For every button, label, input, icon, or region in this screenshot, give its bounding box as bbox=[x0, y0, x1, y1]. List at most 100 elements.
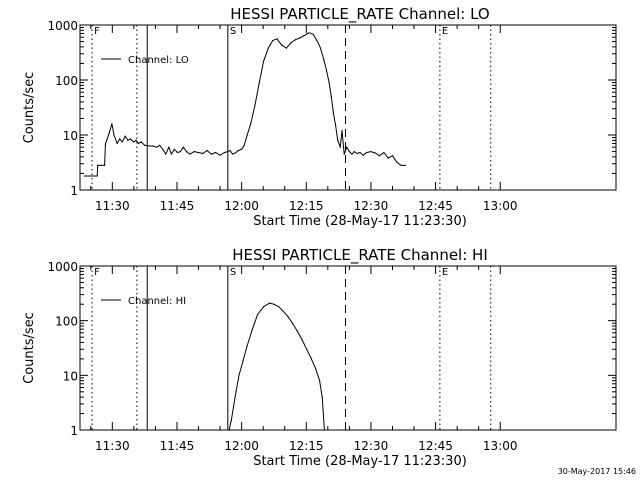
data-point bbox=[400, 164, 402, 166]
date-stamp: 30-May-2017 15:46 bbox=[558, 467, 636, 476]
data-point bbox=[272, 40, 274, 42]
data-point bbox=[241, 148, 243, 150]
data-point bbox=[250, 123, 252, 125]
data-point bbox=[238, 374, 240, 376]
x-tick-label: 12:00 bbox=[224, 439, 259, 453]
data-point bbox=[232, 153, 234, 155]
plot-frame bbox=[79, 265, 617, 431]
data-point bbox=[269, 302, 271, 304]
data-point bbox=[124, 135, 126, 137]
data-point bbox=[173, 148, 175, 150]
y-tick-label: 10 bbox=[63, 129, 78, 143]
y-tick-label: 1 bbox=[70, 424, 78, 438]
data-point bbox=[185, 151, 188, 153]
data-point bbox=[165, 153, 167, 155]
data-point bbox=[294, 39, 297, 41]
data-point bbox=[246, 134, 248, 136]
data-point bbox=[129, 138, 131, 140]
data-point bbox=[287, 315, 289, 317]
data-point bbox=[243, 144, 245, 146]
data-point bbox=[404, 164, 406, 166]
y-axis-label: Counts/sec bbox=[22, 72, 37, 144]
data-point bbox=[176, 151, 178, 154]
data-point bbox=[330, 96, 332, 98]
data-point bbox=[276, 38, 278, 40]
x-axis-label: Start Time (28-May-17 11:23:30) bbox=[253, 214, 467, 229]
data-point bbox=[296, 330, 298, 332]
data-point bbox=[182, 146, 184, 148]
data-point bbox=[263, 306, 265, 308]
data-point bbox=[230, 419, 232, 421]
data-point bbox=[83, 175, 85, 177]
y-tick-label: 1000 bbox=[47, 260, 78, 274]
data-point bbox=[257, 313, 259, 315]
event-marker-label: E bbox=[442, 267, 448, 278]
data-point bbox=[232, 406, 234, 408]
data-point bbox=[223, 151, 225, 154]
data-point bbox=[148, 145, 150, 147]
data-point bbox=[315, 368, 317, 370]
plot-frame bbox=[79, 24, 617, 191]
data-point bbox=[116, 142, 118, 145]
data-point bbox=[337, 139, 339, 141]
data-point bbox=[219, 154, 221, 156]
x-tick-label: 11:45 bbox=[160, 199, 195, 213]
data-point bbox=[156, 146, 158, 148]
x-tick-label: 12:00 bbox=[224, 199, 259, 213]
data-point bbox=[206, 150, 208, 152]
data-point bbox=[356, 152, 358, 155]
x-tick-label: 12:45 bbox=[418, 439, 453, 453]
data-point bbox=[351, 153, 353, 155]
data-point bbox=[228, 429, 230, 431]
x-tick-label: 12:45 bbox=[418, 199, 453, 213]
data-point bbox=[113, 134, 115, 136]
data-point bbox=[383, 151, 385, 154]
data-point bbox=[135, 139, 137, 141]
data-point bbox=[310, 358, 312, 360]
data-point bbox=[121, 141, 123, 143]
x-tick-label: 12:15 bbox=[289, 439, 324, 453]
data-point bbox=[234, 152, 236, 154]
data-point bbox=[370, 151, 372, 153]
data-point bbox=[237, 150, 239, 152]
data-point bbox=[254, 104, 256, 106]
data-point bbox=[258, 81, 260, 84]
data-point bbox=[202, 152, 204, 155]
data-point bbox=[179, 151, 181, 153]
event-marker-label: S bbox=[230, 26, 236, 37]
x-tick-label: 11:30 bbox=[95, 439, 130, 453]
data-point bbox=[335, 124, 337, 126]
data-point bbox=[396, 161, 398, 163]
chart-title: HESSI PARTICLE_RATE Channel: LO bbox=[230, 5, 489, 24]
x-tick-label: 13:00 bbox=[483, 439, 518, 453]
event-marker-label: S bbox=[230, 267, 236, 278]
y-tick-label: 1000 bbox=[47, 19, 78, 33]
data-point bbox=[328, 81, 330, 84]
data-point bbox=[189, 153, 191, 155]
data-point bbox=[132, 141, 134, 143]
data-point bbox=[215, 151, 217, 154]
data-point bbox=[170, 153, 172, 155]
y-tick-label: 100 bbox=[55, 74, 78, 88]
data-point bbox=[159, 144, 161, 146]
data-point bbox=[319, 47, 322, 49]
data-point bbox=[267, 47, 269, 49]
lo-channel-panel: HESSI PARTICLE_RATE Channel: LO 1 10 100 100… bbox=[22, 5, 617, 229]
data-point bbox=[210, 153, 213, 155]
data-point bbox=[281, 44, 283, 46]
event-marker-label: E bbox=[442, 26, 448, 37]
data-point bbox=[140, 141, 142, 143]
data-point bbox=[387, 157, 389, 159]
hi-channel-panel: HESSI PARTICLE_RATE Channel: HI 1 10 100 100… bbox=[22, 246, 617, 469]
data-point bbox=[246, 345, 248, 347]
data-point bbox=[242, 360, 244, 362]
data-point bbox=[374, 152, 376, 154]
data-point bbox=[162, 148, 164, 150]
y-axis-label: Counts/sec bbox=[22, 312, 37, 384]
data-point bbox=[391, 155, 394, 157]
event-marker-label: F bbox=[94, 267, 100, 278]
data-point bbox=[339, 146, 341, 148]
data-point bbox=[299, 37, 301, 39]
data-point bbox=[321, 396, 323, 398]
